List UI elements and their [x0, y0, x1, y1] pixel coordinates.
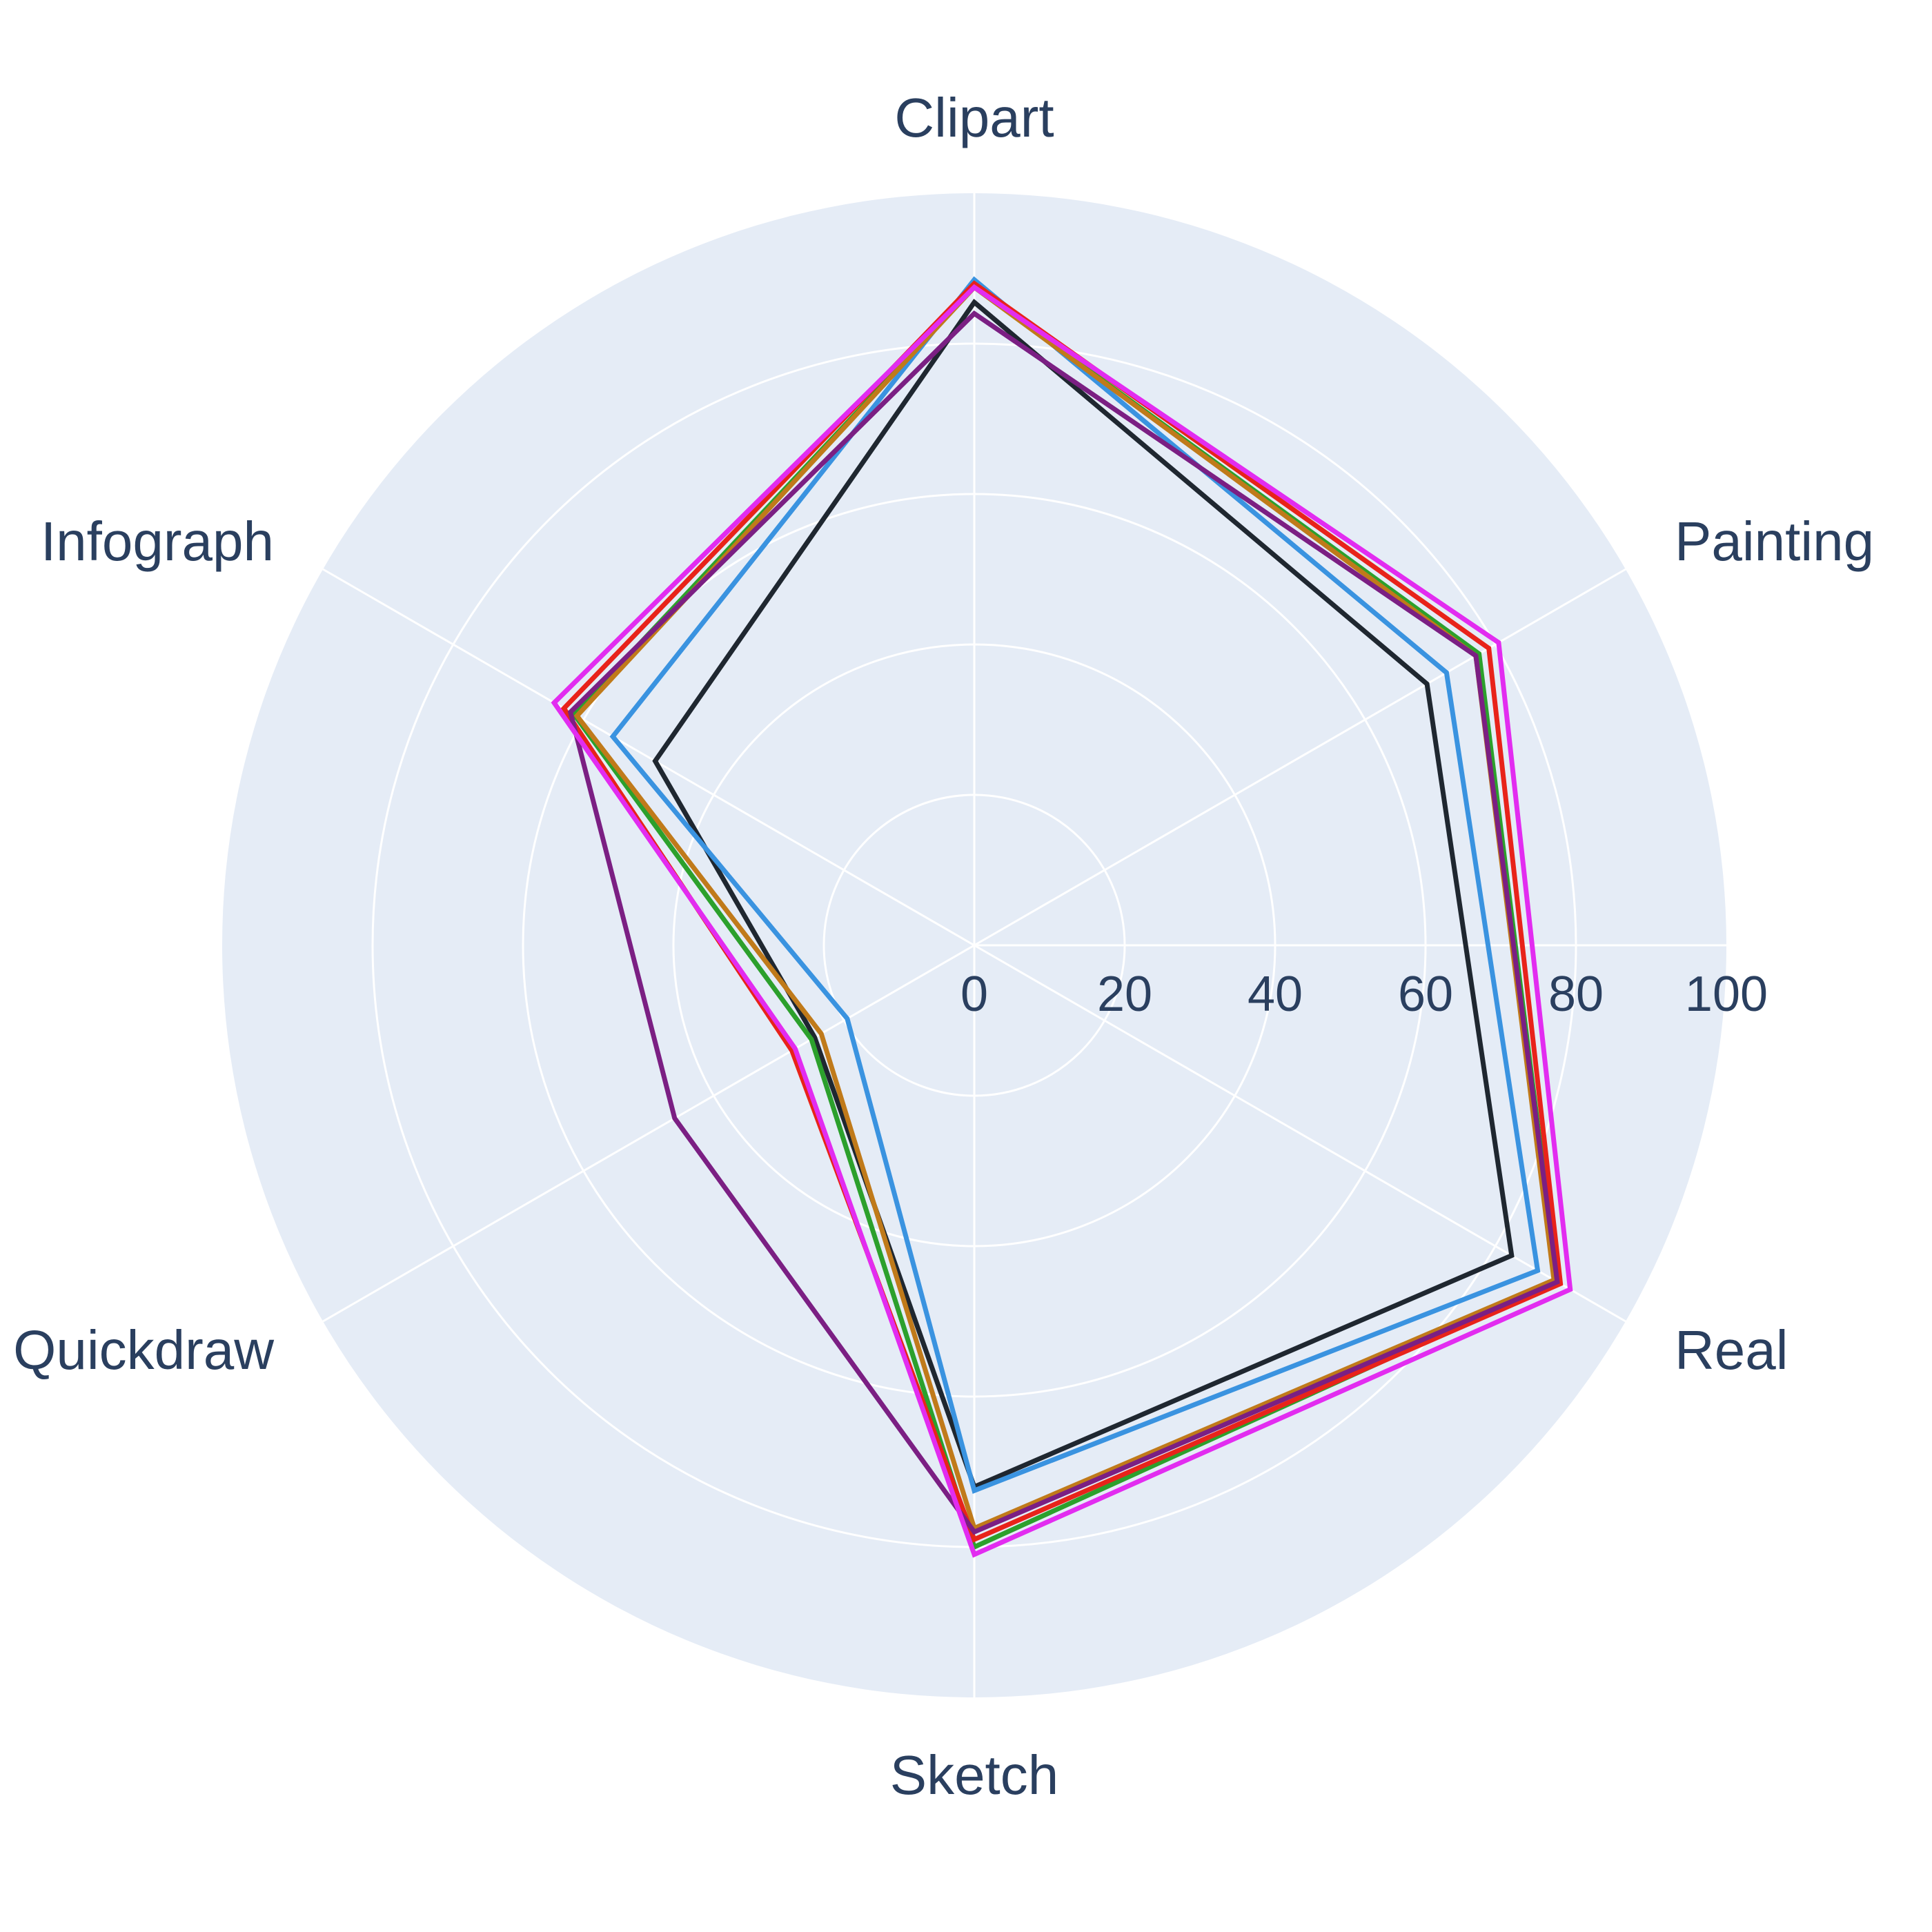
label-layer: 0 20 40 60 80 100 Clipart Painting Real Sketch Qui… [13, 87, 1874, 1806]
radial-tick-label: 60 [1398, 967, 1453, 1022]
series-line-7 [551, 284, 1573, 1558]
axis-label-painting: Painting [1675, 511, 1874, 572]
spoke-line [322, 944, 975, 1323]
axis-label-infograph: Infograph [41, 511, 274, 572]
radial-tick-label: 100 [1685, 967, 1768, 1022]
axis-label-quickdraw: Quickdraw [13, 1319, 274, 1381]
spoke-line [974, 944, 1626, 1323]
polar-grid [322, 193, 1726, 1697]
series-line-6 [567, 310, 1560, 1535]
series-line-5 [560, 280, 1564, 1543]
axis-label-real: Real [1675, 1319, 1788, 1381]
radial-tick-label: 20 [1097, 967, 1152, 1022]
spoke-line [974, 568, 1626, 947]
series-layer [551, 276, 1573, 1558]
radial-tick-label: 80 [1548, 967, 1604, 1022]
radial-tick-label: 40 [1248, 967, 1303, 1022]
axis-label-clipart: Clipart [894, 87, 1054, 148]
radial-tick-label: 0 [960, 967, 988, 1022]
series-line-3 [570, 284, 1560, 1550]
spoke-line [322, 568, 975, 947]
series-line-2 [609, 276, 1541, 1494]
axis-label-sketch: Sketch [890, 1744, 1059, 1806]
